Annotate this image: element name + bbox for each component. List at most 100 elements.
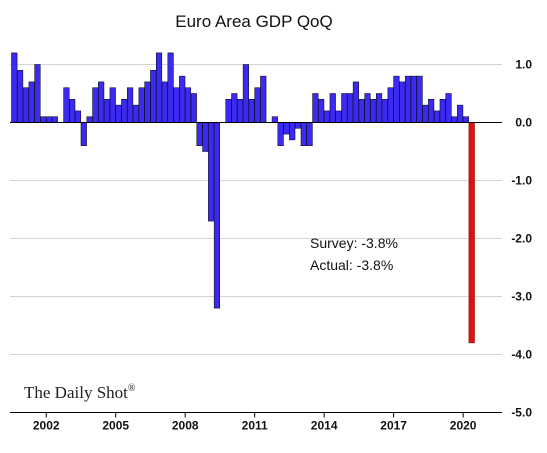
bar [352, 81, 359, 123]
x-tick-label: 2005 [102, 419, 129, 433]
bar [196, 122, 203, 146]
bar [98, 81, 105, 123]
bar [184, 87, 192, 123]
bar [323, 110, 331, 123]
bar [260, 75, 267, 123]
brand-text: The Daily Shot [24, 383, 128, 402]
bar [318, 99, 325, 123]
bar [115, 104, 122, 123]
bar [156, 52, 163, 123]
bar [167, 52, 174, 123]
bar [271, 116, 278, 123]
bar [127, 87, 134, 123]
bar [393, 75, 400, 123]
survey-annotation: Survey: -3.8% [310, 235, 398, 251]
bar [451, 116, 458, 123]
bar [11, 52, 18, 123]
bar [439, 99, 446, 123]
bar [445, 93, 452, 123]
bar-highlight [468, 122, 475, 344]
bar [254, 87, 261, 123]
bar [109, 87, 116, 123]
bar [74, 110, 82, 123]
bar [462, 116, 469, 123]
bar [370, 99, 377, 123]
y-tick-label: -3.0 [511, 290, 532, 304]
bar [428, 99, 435, 123]
bar [248, 99, 255, 123]
brand-mark: ® [128, 383, 136, 394]
bar [300, 122, 307, 146]
x-tick-label: 2014 [311, 419, 338, 433]
bar [173, 87, 180, 123]
y-tick-label: -5.0 [511, 406, 532, 420]
bar [28, 81, 35, 123]
bar [433, 110, 441, 123]
bar [237, 99, 244, 123]
bar [231, 93, 238, 123]
bar [341, 93, 348, 123]
bar [347, 93, 354, 123]
bar [208, 122, 215, 222]
bar [329, 93, 336, 123]
y-tick-label: -1.0 [511, 174, 532, 188]
bar [335, 110, 342, 123]
bar [381, 99, 388, 123]
x-tick-label: 2017 [380, 419, 407, 433]
brand-logo: The Daily Shot® [24, 383, 136, 402]
bar [364, 93, 371, 123]
bar [242, 64, 249, 123]
bar [457, 104, 464, 123]
actual-annotation: Actual: -3.8% [310, 257, 393, 273]
bar [376, 93, 383, 123]
bar [51, 116, 58, 123]
bar [22, 87, 29, 123]
bar [387, 87, 394, 123]
bar [277, 122, 284, 146]
bar [410, 75, 417, 123]
bar [416, 75, 423, 123]
x-tick-label: 2008 [172, 419, 199, 433]
bar [306, 122, 313, 146]
bar [399, 81, 406, 123]
bar [150, 70, 157, 123]
bar [283, 122, 290, 135]
x-axis-ticks: 2002 2005 2008 2011 2014 2017 2020 [33, 412, 477, 433]
bar [144, 81, 151, 123]
bar [202, 122, 209, 152]
y-tick-label: 1.0 [515, 58, 532, 72]
bar [161, 81, 168, 123]
chart-title: Euro Area GDP QoQ [175, 12, 332, 31]
bar [190, 93, 197, 123]
x-tick-label: 2011 [242, 419, 268, 433]
bar [103, 99, 110, 123]
bar [225, 99, 232, 123]
bar [138, 87, 145, 123]
bar [312, 93, 319, 123]
bar [121, 99, 128, 123]
bars [11, 52, 475, 344]
bar [289, 122, 296, 141]
bar [132, 104, 139, 123]
bar [63, 87, 70, 123]
bar [69, 99, 76, 123]
y-tick-label: -2.0 [511, 232, 532, 246]
bar [422, 104, 429, 123]
bar [179, 75, 186, 123]
y-tick-label: 0.0 [515, 116, 532, 130]
bar [34, 64, 41, 123]
bar [404, 75, 412, 123]
x-tick-label: 2020 [450, 419, 477, 433]
bar [40, 116, 47, 123]
bar [86, 116, 93, 123]
bar [45, 116, 53, 123]
x-tick-label: 2002 [33, 419, 60, 433]
y-tick-label: -4.0 [511, 348, 532, 362]
bar [294, 122, 302, 129]
bar [92, 87, 99, 123]
y-axis-ticks: 1.0 0.0 -1.0 -2.0 -3.0 -4.0 -5.0 [511, 58, 532, 420]
bar [17, 70, 24, 123]
bar [80, 122, 87, 146]
bar [358, 99, 365, 123]
